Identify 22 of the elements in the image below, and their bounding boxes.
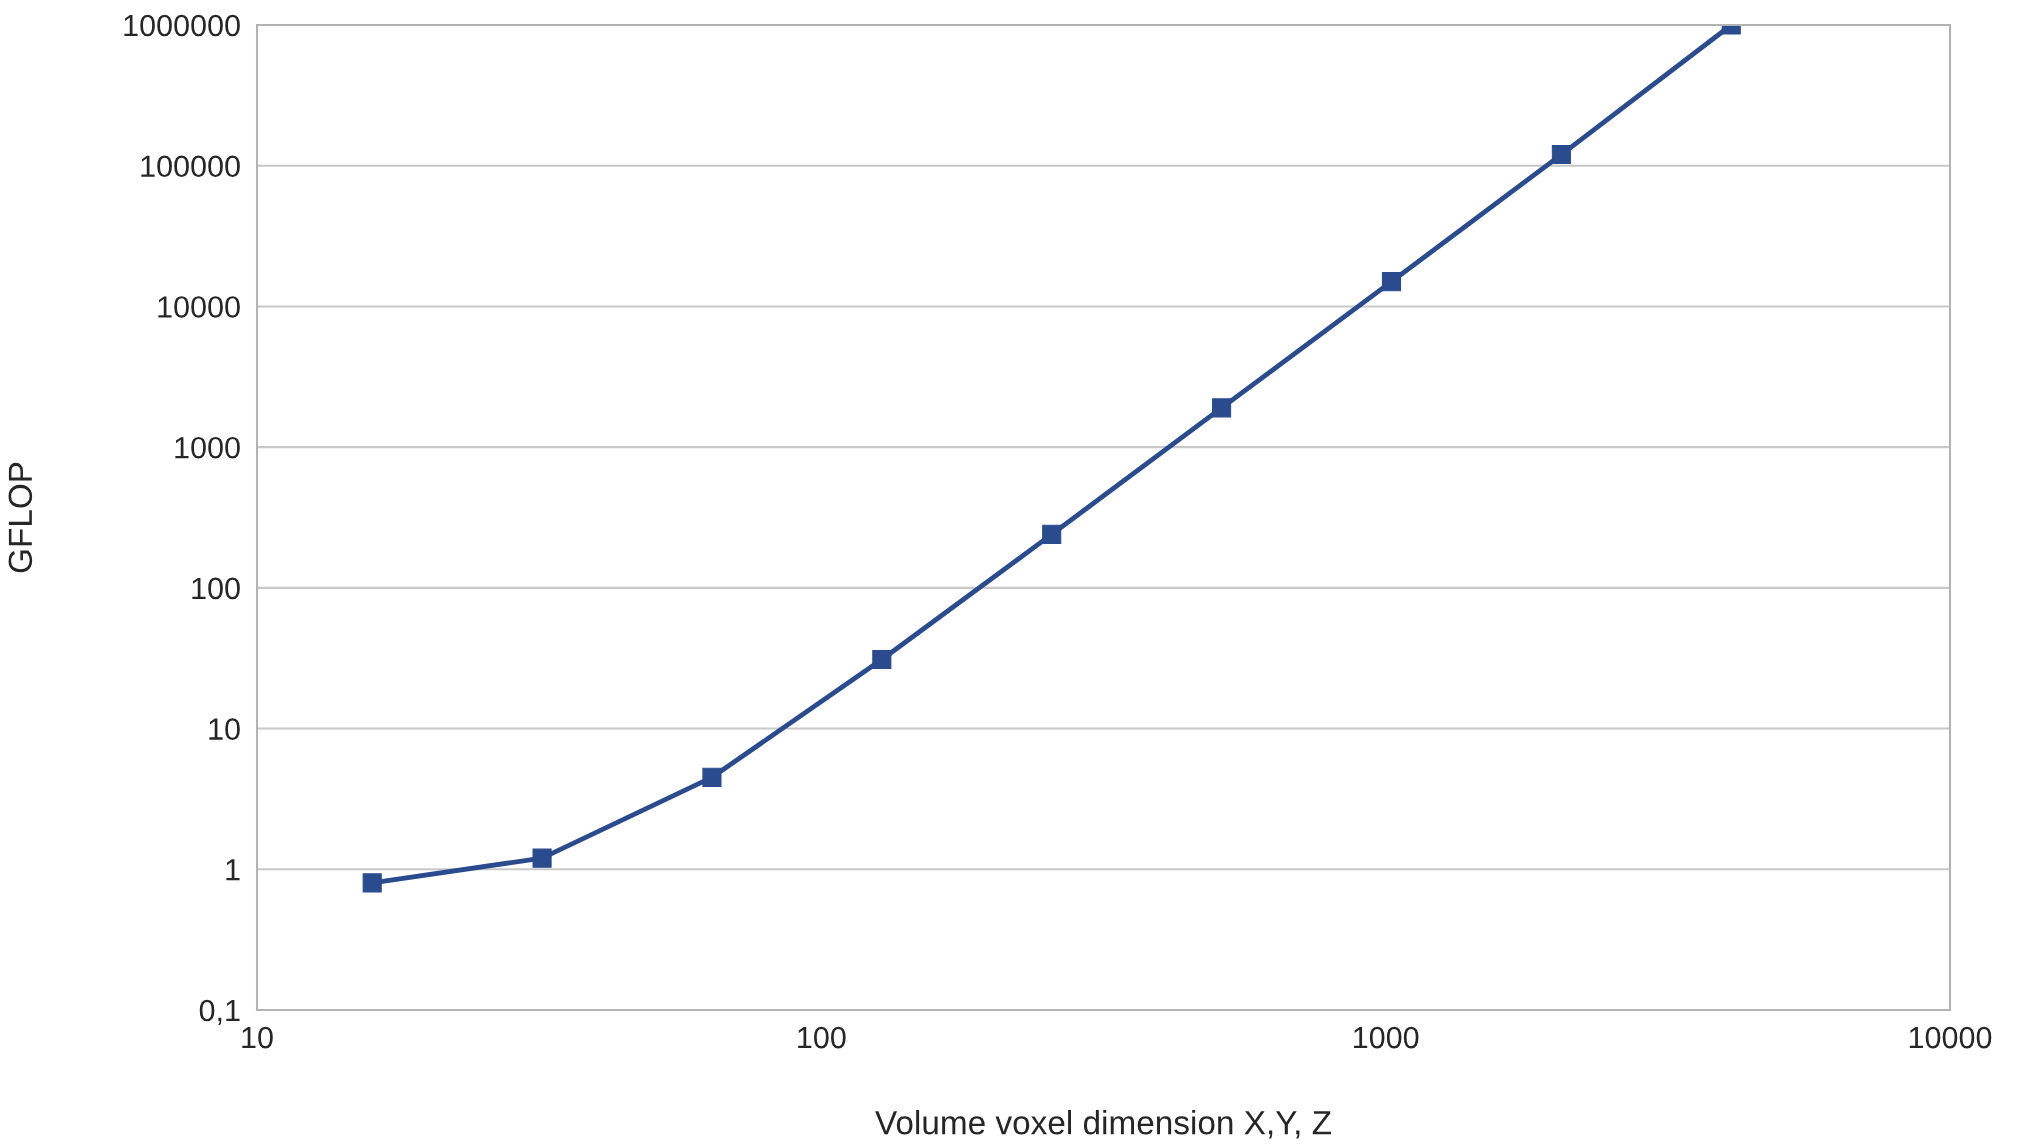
point <box>872 649 892 669</box>
y-tick-label: 0,1 <box>199 999 240 1025</box>
y-tick-label: 1 <box>226 859 240 881</box>
y-tick-label: 10000 <box>158 296 240 318</box>
y-tick-label: 1000 <box>175 436 240 459</box>
y-tick-label: 100000 <box>141 155 240 178</box>
y-tick-label: 1000000 <box>124 14 240 37</box>
point <box>1212 398 1232 418</box>
point <box>532 848 552 868</box>
x-tick-label: 10 <box>242 1026 273 1049</box>
x-tick-label: 1000 <box>1354 1026 1419 1049</box>
y-tick-label: 10 <box>209 718 240 740</box>
y-tick-label: 100 <box>192 577 240 600</box>
x-tick-label: 100 <box>798 1026 846 1049</box>
y-axis-title: GFLOP <box>8 462 33 573</box>
point <box>362 873 382 893</box>
point <box>1381 272 1402 292</box>
x-axis-title: Volume voxel dimension X,Y, Z <box>875 1110 1331 1139</box>
point <box>1551 145 1571 165</box>
point <box>702 767 722 787</box>
x-tick-label: 10000 <box>1909 1026 1992 1049</box>
point <box>1042 524 1062 544</box>
